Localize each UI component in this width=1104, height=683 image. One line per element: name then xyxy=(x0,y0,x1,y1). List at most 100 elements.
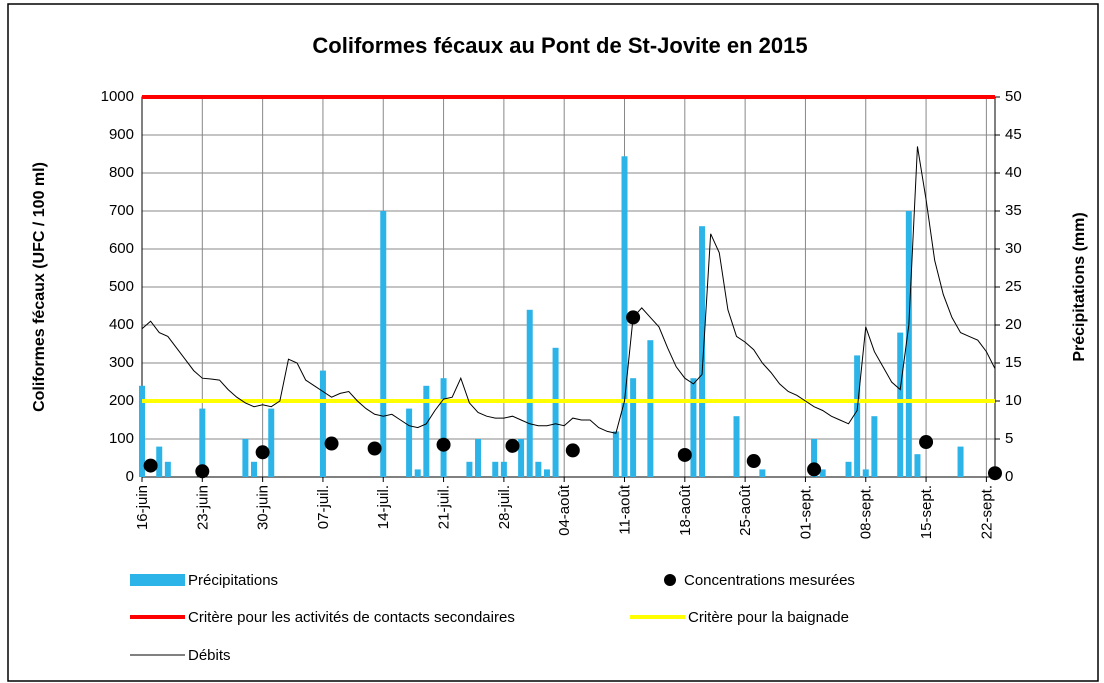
y-tick-label: 600 xyxy=(109,240,134,257)
y2-tick-label: 35 xyxy=(1005,202,1022,219)
y2-tick-label: 50 xyxy=(1005,88,1022,105)
y-axis-title: Coliformes fécaux (UFC / 100 ml) xyxy=(31,162,48,412)
bar xyxy=(199,408,206,477)
legend-label: Concentrations mesurées xyxy=(684,572,855,589)
y2-tick-label: 25 xyxy=(1005,278,1022,295)
bar xyxy=(612,431,619,477)
bar xyxy=(630,378,637,477)
y2-tick-label: 20 xyxy=(1005,316,1022,333)
bar xyxy=(811,439,818,477)
point xyxy=(626,310,641,325)
y2-tick-label: 5 xyxy=(1005,430,1013,447)
bar xyxy=(268,408,275,477)
x-tick-label: 11-août xyxy=(616,484,633,535)
y-tick-label: 200 xyxy=(109,392,134,409)
bar xyxy=(819,469,826,477)
x-tick-label: 14-juil. xyxy=(375,485,392,529)
y-tick-label: 400 xyxy=(109,316,134,333)
bar xyxy=(518,439,525,477)
bar xyxy=(845,461,852,477)
point xyxy=(677,447,692,462)
y-tick-label: 1000 xyxy=(101,88,134,105)
point xyxy=(367,441,382,456)
bar xyxy=(156,446,163,477)
x-tick-label: 16-juin xyxy=(134,485,151,530)
bar xyxy=(242,439,249,477)
bar xyxy=(543,469,550,477)
bar xyxy=(500,461,507,477)
y2-tick-label: 30 xyxy=(1005,240,1022,257)
point xyxy=(324,436,339,451)
bar xyxy=(733,416,740,477)
bar xyxy=(380,211,387,477)
point xyxy=(565,443,580,458)
point xyxy=(807,462,822,477)
bar xyxy=(414,469,421,477)
point xyxy=(143,458,158,473)
bar xyxy=(535,461,542,477)
x-tick-label: 23-juin xyxy=(194,485,211,530)
bar xyxy=(699,226,706,477)
bar xyxy=(690,378,697,477)
legend-swatch xyxy=(664,574,676,586)
bar xyxy=(466,461,473,477)
point xyxy=(988,466,1002,481)
point xyxy=(255,445,270,460)
y2-axis-title: Précipitations (mm) xyxy=(1071,212,1088,361)
bar xyxy=(862,469,869,477)
y2-tick-label: 0 xyxy=(1005,468,1013,485)
y-tick-label: 700 xyxy=(109,202,134,219)
bar xyxy=(854,355,861,477)
bar xyxy=(319,370,326,477)
y2-tick-label: 15 xyxy=(1005,354,1022,371)
chart-title: Coliformes fécaux au Pont de St-Jovite e… xyxy=(312,33,807,58)
y-tick-label: 300 xyxy=(109,354,134,371)
x-tick-label: 21-juil. xyxy=(436,485,453,529)
bar xyxy=(440,378,447,477)
legend-label: Précipitations xyxy=(188,572,278,589)
bar xyxy=(526,309,533,477)
point xyxy=(436,437,451,452)
y-tick-label: 900 xyxy=(109,126,134,143)
y2-tick-label: 10 xyxy=(1005,392,1022,409)
y2-tick-label: 40 xyxy=(1005,164,1022,181)
bar xyxy=(251,461,258,477)
bar xyxy=(905,211,912,477)
y2-tick-label: 45 xyxy=(1005,126,1022,143)
bar xyxy=(871,416,878,477)
bar xyxy=(914,454,921,477)
x-tick-label: 07-juil. xyxy=(315,485,332,529)
point xyxy=(505,438,520,453)
bar xyxy=(897,332,904,477)
y-tick-label: 800 xyxy=(109,164,134,181)
x-tick-label: 15-sept. xyxy=(918,485,935,539)
chart-border xyxy=(7,3,1099,682)
legend-label: Critère pour les activités de contacts s… xyxy=(188,609,515,626)
y-tick-label: 0 xyxy=(126,468,134,485)
point xyxy=(919,435,934,450)
x-tick-label: 04-août xyxy=(556,484,573,536)
point xyxy=(746,454,761,469)
x-tick-label: 22-sept. xyxy=(978,485,995,539)
bar xyxy=(475,439,482,477)
bar xyxy=(139,385,145,477)
y-tick-label: 100 xyxy=(109,430,134,447)
point xyxy=(195,464,210,479)
x-tick-label: 30-juin xyxy=(255,485,272,530)
bar xyxy=(957,446,964,477)
x-tick-label: 01-sept. xyxy=(797,485,814,539)
x-tick-label: 08-sept. xyxy=(858,485,875,539)
line xyxy=(141,146,996,434)
x-tick-label: 18-août xyxy=(677,484,694,536)
legend-label: Débits xyxy=(188,647,231,664)
legend-label: Critère pour la baignade xyxy=(688,609,849,626)
bar xyxy=(423,385,430,477)
x-tick-label: 28-juil. xyxy=(496,485,513,529)
legend-swatch xyxy=(130,574,185,586)
x-tick-label: 25-août xyxy=(737,484,754,536)
bar xyxy=(164,461,171,477)
y-tick-label: 500 xyxy=(109,278,134,295)
bar xyxy=(759,469,766,477)
bar xyxy=(552,347,559,477)
